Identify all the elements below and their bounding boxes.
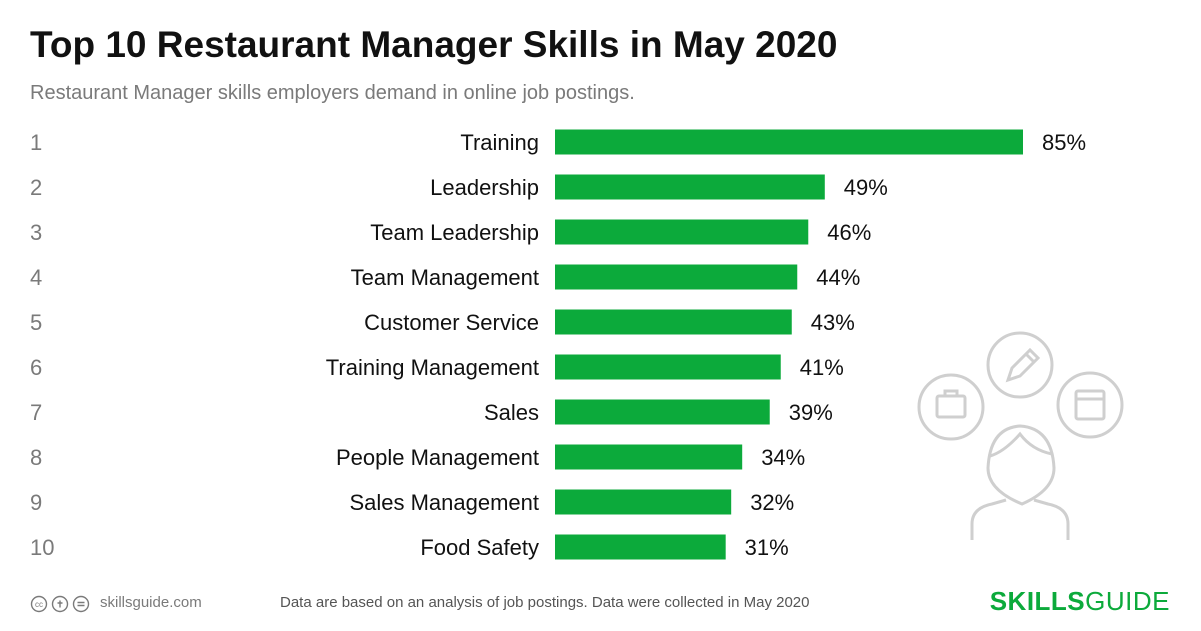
- bar: [555, 444, 743, 470]
- value-label: 49%: [844, 175, 888, 200]
- footer-note: Data are based on an analysis of job pos…: [280, 594, 810, 611]
- svg-text:cc: cc: [35, 600, 43, 609]
- value-label: 39%: [789, 400, 833, 425]
- bar: [555, 309, 792, 335]
- category-label: Team Management: [351, 265, 539, 290]
- bar: [555, 354, 781, 380]
- rank-label: 3: [30, 220, 42, 245]
- value-label: 85%: [1042, 130, 1086, 155]
- category-label: Customer Service: [364, 310, 539, 335]
- category-label: Training: [460, 130, 539, 155]
- category-label: Sales: [484, 400, 539, 425]
- category-label: Leadership: [430, 175, 539, 200]
- bar: [555, 129, 1023, 155]
- chart-subtitle: Restaurant Manager skills employers dema…: [30, 82, 635, 104]
- bar: [555, 534, 726, 560]
- category-label: People Management: [336, 445, 539, 470]
- value-label: 32%: [750, 490, 794, 515]
- value-label: 44%: [816, 265, 860, 290]
- rank-label: 5: [30, 310, 42, 335]
- value-label: 31%: [745, 535, 789, 560]
- rank-label: 9: [30, 490, 42, 515]
- bar: [555, 219, 809, 245]
- bar: [555, 174, 825, 200]
- value-label: 43%: [811, 310, 855, 335]
- value-label: 41%: [800, 355, 844, 380]
- rank-label: 1: [30, 130, 42, 155]
- bar: [555, 399, 770, 425]
- category-label: Sales Management: [349, 490, 539, 515]
- category-label: Training Management: [326, 355, 539, 380]
- rank-label: 10: [30, 535, 54, 560]
- brand-logo: SKILLSGUIDE: [990, 586, 1170, 617]
- creative-commons-icon: cc: [30, 595, 90, 613]
- rank-label: 8: [30, 445, 42, 470]
- value-label: 46%: [827, 220, 871, 245]
- bar: [555, 489, 732, 515]
- value-label: 34%: [761, 445, 805, 470]
- person-with-skill-icons: [917, 331, 1124, 540]
- rank-label: 6: [30, 355, 42, 380]
- brand-bold: SKILLS: [989, 586, 1086, 616]
- category-label: Food Safety: [420, 535, 539, 560]
- rank-label: 7: [30, 400, 42, 425]
- bar: [555, 264, 798, 290]
- category-label: Team Leadership: [370, 220, 539, 245]
- rank-label: 4: [30, 265, 42, 290]
- footer-site: skillsguide.com: [100, 594, 202, 611]
- brand-regular: GUIDE: [1085, 586, 1170, 616]
- rank-label: 2: [30, 175, 42, 200]
- chart-title: Top 10 Restaurant Manager Skills in May …: [30, 24, 838, 65]
